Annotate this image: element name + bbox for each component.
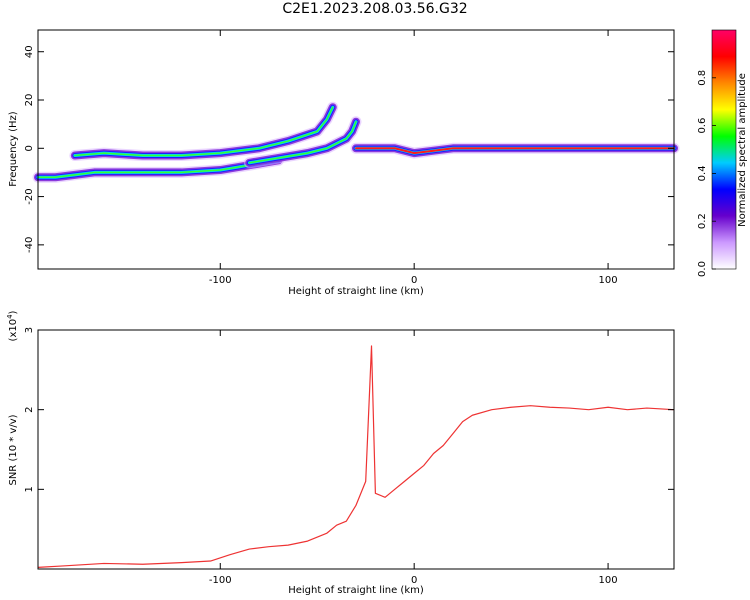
spectrogram-x-tick-label: 100 [599, 275, 618, 286]
spectrogram-x-axis-label: Height of straight line (km) [288, 286, 424, 297]
snr-panel: -100 0 100 1 2 3 Height of straight line (km)… [6, 310, 675, 596]
snr-x-tick-label: -100 [209, 575, 232, 586]
spectrogram-ridge [74, 106, 334, 157]
spectrogram-ridge [248, 120, 357, 164]
spectrogram-x-tick-label: -100 [209, 275, 232, 286]
snr-scale-label: (x104) [6, 310, 19, 341]
spectrogram-axes: -100 0 100 -40 -20 0 20 40 [24, 30, 674, 286]
spectrogram-ridge [37, 159, 280, 179]
snr-line-series [37, 345, 675, 569]
colorbar-tick-label: 0.2 [697, 213, 708, 229]
spectrogram-heatmap [32, 101, 680, 183]
snr-y-axis-label: SNR (10 * v/v) [8, 414, 19, 485]
spectrogram-y-tick-label: -20 [24, 188, 35, 204]
snr-x-tick-label: 0 [411, 575, 417, 586]
colorbar-label: Normalized spectral amplitude [737, 73, 748, 227]
chart-title: C2E1.2023.208.03.56.G32 [282, 1, 468, 17]
colorbar-tick-label: 0.8 [697, 70, 708, 86]
snr-line [37, 345, 675, 569]
spectrogram-ridge-core [355, 147, 675, 155]
snr-axes: -100 0 100 1 2 3 [24, 327, 674, 586]
colorbar: 0.0 0.2 0.4 0.6 0.8 Normalized spectral ampl… [697, 29, 748, 277]
colorbar-tick-label: 0.6 [697, 118, 708, 134]
spectrogram-y-tick-label: 20 [24, 94, 35, 107]
colorbar-tick-label: 0.4 [697, 165, 708, 181]
colorbar-ticks: 0.0 0.2 0.4 0.6 0.8 [697, 70, 716, 277]
snr-x-axis-label: Height of straight line (km) [288, 585, 424, 596]
spectrogram-x-tick-label: 0 [411, 275, 417, 286]
colorbar-tick-label: 0.0 [697, 261, 708, 277]
spectrogram-y-axis-label: Frequency (Hz) [8, 111, 19, 187]
colorbar-gradient [712, 30, 736, 269]
snr-y-tick-label: 2 [24, 406, 35, 412]
snr-plot-area [38, 330, 674, 569]
spectrogram-y-tick-label: -40 [24, 237, 35, 253]
spectrogram-frame [37, 29, 675, 270]
colorbar-frame [711, 29, 737, 270]
snr-y-tick-label: 1 [24, 486, 35, 492]
snr-y-tick-label: 3 [24, 327, 35, 333]
snr-x-tick-label: 100 [599, 575, 618, 586]
spectrogram-y-tick-label: 0 [24, 145, 35, 151]
spectrogram-y-tick-label: 40 [24, 45, 35, 58]
snr-frame [37, 329, 675, 570]
spectrogram-panel: -100 0 100 -40 -20 0 20 40 Height of straight l… [8, 29, 680, 297]
